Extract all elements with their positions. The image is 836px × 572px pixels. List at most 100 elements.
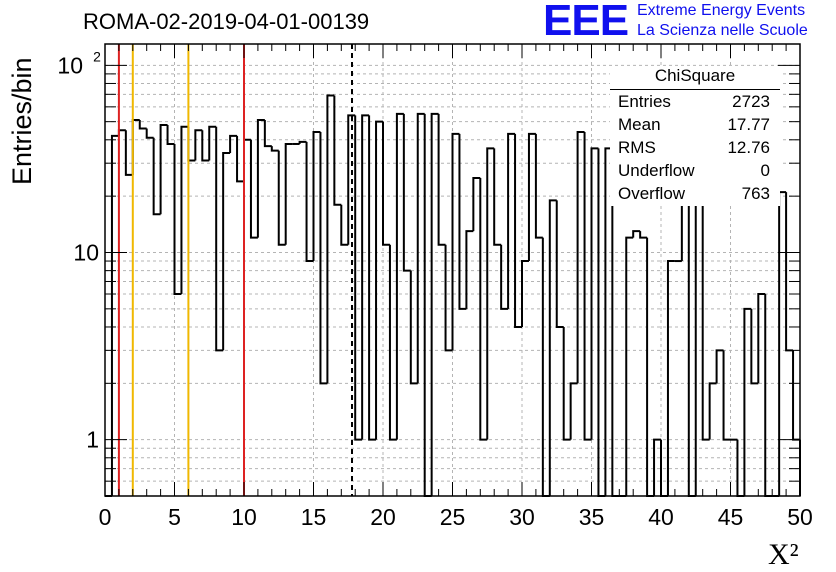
histogram-bin (625, 236, 634, 496)
histogram-bin (402, 113, 411, 272)
histogram-bin (479, 178, 488, 441)
x-tick-label: 0 (99, 504, 112, 530)
x-tick-label: 25 (440, 504, 466, 530)
histogram-bin (521, 260, 529, 327)
histogram-bin (243, 138, 251, 182)
stats-label: Overflow (618, 184, 686, 203)
histogram-bin (555, 200, 564, 328)
histogram-bin (388, 244, 397, 441)
stats-value: 0 (760, 161, 770, 180)
histogram-bin (110, 134, 119, 496)
logo-text-line2: La Scienza nelle Scuole (637, 22, 808, 39)
histogram-bin (215, 126, 224, 352)
histogram-bin (187, 126, 196, 162)
histogram-bin (194, 129, 203, 161)
x-tick-label: 15 (301, 504, 327, 530)
histogram-bin (131, 119, 140, 175)
histogram-bin (263, 120, 272, 148)
histogram-bin (541, 237, 550, 497)
histogram-bin (409, 270, 418, 385)
histogram-bin (534, 133, 543, 239)
histogram-bin (722, 350, 731, 441)
histogram-bin (653, 438, 661, 496)
histogram-bin (423, 113, 432, 497)
stats-label: Entries (618, 92, 671, 111)
histogram-bin (639, 231, 648, 239)
histogram-bin (514, 133, 522, 328)
histogram-bin (750, 308, 759, 385)
histogram-bin (715, 349, 724, 384)
stats-row-overflow: Overflow 763 (618, 184, 770, 206)
histogram-bin (368, 115, 377, 441)
histogram-bin (548, 199, 557, 496)
histogram-bin (277, 150, 286, 246)
histogram-bin (319, 132, 328, 385)
stats-value: 2723 (732, 92, 770, 111)
x-tick-label: 50 (787, 504, 813, 530)
histogram-bin (312, 131, 321, 262)
y-tick-label: 10 (57, 52, 83, 78)
histogram-bin (666, 260, 675, 496)
histogram-bin (764, 294, 773, 497)
histogram-bin (500, 244, 509, 310)
histogram-bin (347, 114, 356, 245)
histogram-bin (152, 137, 161, 216)
stats-box: ChiSquare Entries 2723 Mean 17.77 RMS 12… (610, 66, 780, 206)
stats-row-rms: RMS 12.76 (618, 138, 770, 160)
histogram-bin (576, 131, 585, 384)
histogram-bin (361, 114, 370, 440)
stats-value: 12.76 (727, 138, 770, 157)
x-tick-label: 45 (718, 504, 744, 530)
histogram-bin (743, 307, 752, 496)
histogram-bin (236, 135, 244, 183)
histogram-bin (117, 129, 126, 136)
histogram-bin (687, 171, 696, 497)
x-tick-label: 10 (231, 504, 257, 530)
stats-row-underflow: Underflow 0 (618, 161, 770, 183)
histogram-bin (437, 113, 446, 246)
histogram-bin (562, 326, 571, 441)
stats-label: RMS (618, 138, 656, 157)
histogram-bin (180, 125, 189, 295)
x-tick-label: 30 (509, 504, 535, 530)
histogram-bin (298, 140, 307, 144)
histogram-bin (646, 237, 655, 497)
histogram-bin (708, 382, 717, 440)
histogram-bin (270, 146, 279, 152)
histogram-bin (701, 168, 710, 441)
y-tick-label: 1 (86, 427, 99, 453)
histogram-bin (138, 120, 147, 130)
histogram-bin (451, 132, 460, 351)
eee-logo-mark: EEE (543, 0, 629, 45)
stats-row-mean: Mean 17.77 (618, 115, 770, 137)
stats-value: 17.77 (727, 115, 770, 134)
histogram-bin (284, 142, 293, 245)
histogram-bin (124, 130, 133, 176)
stats-row-entries: Entries 2723 (618, 92, 770, 114)
histogram-bin (145, 128, 154, 139)
histogram-bin (173, 143, 182, 296)
histogram-bin (354, 115, 363, 441)
stats-divider (610, 89, 780, 90)
histogram-bin (229, 134, 238, 154)
y-tick-exponent: 2 (93, 48, 101, 64)
histogram-bin (326, 94, 335, 384)
y-tick-label: 10 (73, 239, 99, 265)
histogram-bin (395, 112, 404, 440)
histogram-bin (166, 124, 175, 145)
y-axis-label: Entries/bin (7, 57, 37, 185)
axes: 0 5 10 15 20 25 30 35 40 45 50 1 10 10 2 (57, 43, 813, 530)
histogram-bin (597, 148, 606, 497)
histogram-bin (333, 95, 342, 206)
stats-value: 763 (741, 184, 770, 203)
x-tick-label: 40 (648, 504, 674, 530)
reference-lines (117, 44, 354, 496)
histogram-bin (527, 132, 536, 262)
histogram-bin (416, 112, 425, 384)
histogram-bin (208, 125, 217, 161)
histogram-bin (382, 121, 390, 246)
logo-text-line1: Extreme Energy Events (637, 2, 806, 19)
histogram-bin (507, 132, 516, 309)
histogram-bin (778, 191, 787, 496)
